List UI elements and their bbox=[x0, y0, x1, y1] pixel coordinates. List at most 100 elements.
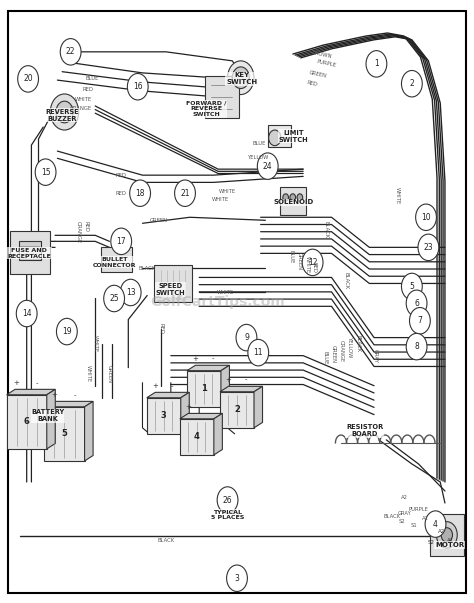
Circle shape bbox=[425, 511, 446, 537]
Circle shape bbox=[18, 66, 38, 92]
Text: BLUE: BLUE bbox=[289, 250, 294, 263]
Text: 4: 4 bbox=[194, 432, 200, 441]
Text: 4: 4 bbox=[433, 520, 438, 529]
Text: 12: 12 bbox=[308, 258, 318, 267]
Polygon shape bbox=[187, 365, 229, 371]
Text: BULLET
CONNECTOR: BULLET CONNECTOR bbox=[92, 257, 136, 268]
Circle shape bbox=[174, 180, 195, 206]
Text: 10: 10 bbox=[421, 213, 431, 222]
Text: 9: 9 bbox=[244, 333, 249, 342]
Text: 23: 23 bbox=[424, 243, 433, 252]
Text: 19: 19 bbox=[62, 327, 72, 336]
Text: YELLOW: YELLOW bbox=[347, 336, 352, 358]
Text: 11: 11 bbox=[254, 348, 263, 357]
Text: GREEN: GREEN bbox=[309, 70, 328, 78]
Text: -: - bbox=[36, 380, 38, 386]
Polygon shape bbox=[181, 393, 189, 434]
Text: GRAY: GRAY bbox=[397, 511, 411, 516]
Text: +: + bbox=[226, 377, 231, 383]
FancyBboxPatch shape bbox=[8, 11, 466, 593]
FancyBboxPatch shape bbox=[9, 231, 50, 274]
Text: WHITE: WHITE bbox=[212, 197, 229, 202]
Text: BLACK: BLACK bbox=[355, 335, 360, 352]
FancyBboxPatch shape bbox=[430, 514, 464, 557]
Circle shape bbox=[56, 101, 73, 123]
Polygon shape bbox=[84, 402, 93, 461]
Circle shape bbox=[283, 194, 289, 201]
Circle shape bbox=[416, 204, 437, 230]
Polygon shape bbox=[7, 390, 55, 395]
Text: RED: RED bbox=[83, 221, 88, 232]
Circle shape bbox=[401, 273, 422, 300]
Text: WHITE: WHITE bbox=[219, 189, 236, 194]
Text: BLACK: BLACK bbox=[383, 514, 401, 519]
Text: S1: S1 bbox=[410, 523, 417, 528]
Text: BATTERY
BANK: BATTERY BANK bbox=[31, 409, 64, 422]
Circle shape bbox=[35, 159, 56, 185]
Text: 1: 1 bbox=[374, 59, 379, 68]
Text: 20: 20 bbox=[23, 74, 33, 83]
Text: -: - bbox=[204, 404, 207, 410]
Text: BLACK: BLACK bbox=[138, 266, 156, 271]
Circle shape bbox=[217, 487, 238, 513]
FancyBboxPatch shape bbox=[154, 265, 192, 302]
Circle shape bbox=[418, 234, 439, 260]
Text: RED: RED bbox=[116, 191, 127, 196]
Circle shape bbox=[56, 318, 77, 345]
Text: RED: RED bbox=[116, 172, 127, 178]
Text: 25: 25 bbox=[109, 294, 119, 303]
Circle shape bbox=[406, 333, 427, 360]
Text: 2: 2 bbox=[234, 405, 240, 414]
Polygon shape bbox=[187, 371, 221, 407]
Text: GREEN: GREEN bbox=[107, 365, 112, 383]
Text: S1: S1 bbox=[437, 543, 444, 548]
Text: BLUE: BLUE bbox=[322, 352, 328, 365]
Text: +: + bbox=[192, 356, 198, 362]
Text: REVERSE
BUZZER: REVERSE BUZZER bbox=[46, 109, 79, 121]
Text: 7: 7 bbox=[418, 316, 422, 325]
FancyBboxPatch shape bbox=[19, 241, 41, 260]
Text: +: + bbox=[14, 380, 19, 386]
Circle shape bbox=[104, 285, 125, 312]
Text: BROWN: BROWN bbox=[311, 50, 333, 60]
Polygon shape bbox=[254, 387, 263, 428]
Circle shape bbox=[269, 130, 281, 146]
Circle shape bbox=[227, 565, 247, 592]
Text: 21: 21 bbox=[180, 189, 190, 198]
Text: 6: 6 bbox=[24, 417, 30, 426]
Text: SPEED
SWITCH: SPEED SWITCH bbox=[156, 283, 186, 296]
Circle shape bbox=[128, 74, 148, 100]
FancyBboxPatch shape bbox=[101, 247, 132, 272]
Text: SOLENOID: SOLENOID bbox=[273, 199, 314, 205]
Text: BLACK: BLACK bbox=[343, 272, 348, 289]
Polygon shape bbox=[47, 390, 55, 449]
Text: WHITE: WHITE bbox=[217, 290, 234, 295]
Text: -: - bbox=[73, 392, 76, 398]
Text: 5: 5 bbox=[62, 429, 67, 438]
Circle shape bbox=[410, 308, 430, 334]
Text: ORANGE: ORANGE bbox=[70, 107, 92, 112]
Text: GREEN: GREEN bbox=[150, 218, 168, 223]
Text: WHITE: WHITE bbox=[93, 335, 98, 352]
Text: FUSE AND
RECEPTACLE: FUSE AND RECEPTACLE bbox=[7, 248, 51, 259]
Circle shape bbox=[120, 279, 141, 306]
Text: S2: S2 bbox=[427, 540, 434, 545]
Text: 3: 3 bbox=[161, 411, 167, 420]
Text: +: + bbox=[152, 383, 158, 389]
Text: 5: 5 bbox=[410, 282, 414, 291]
FancyBboxPatch shape bbox=[205, 75, 238, 118]
Polygon shape bbox=[147, 393, 189, 398]
Polygon shape bbox=[45, 402, 93, 407]
Text: -: - bbox=[171, 383, 173, 389]
Circle shape bbox=[297, 194, 303, 201]
Text: BLACK: BLACK bbox=[323, 221, 328, 238]
Circle shape bbox=[366, 51, 387, 77]
Text: S2: S2 bbox=[399, 519, 406, 523]
Text: -: - bbox=[244, 377, 247, 383]
Circle shape bbox=[437, 522, 457, 548]
Text: RED: RED bbox=[311, 262, 317, 273]
Circle shape bbox=[441, 528, 453, 542]
Text: WHITE: WHITE bbox=[75, 97, 92, 102]
Circle shape bbox=[290, 194, 296, 201]
Text: RED: RED bbox=[159, 323, 164, 334]
